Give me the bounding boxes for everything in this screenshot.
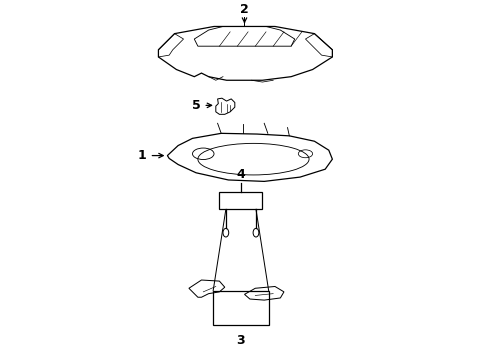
Text: 3: 3: [236, 334, 244, 347]
Text: 4: 4: [236, 168, 245, 181]
Text: 2: 2: [240, 4, 248, 17]
Bar: [219, 192, 262, 210]
Text: 5: 5: [191, 99, 200, 112]
Text: 1: 1: [137, 149, 145, 162]
Bar: [213, 291, 268, 325]
